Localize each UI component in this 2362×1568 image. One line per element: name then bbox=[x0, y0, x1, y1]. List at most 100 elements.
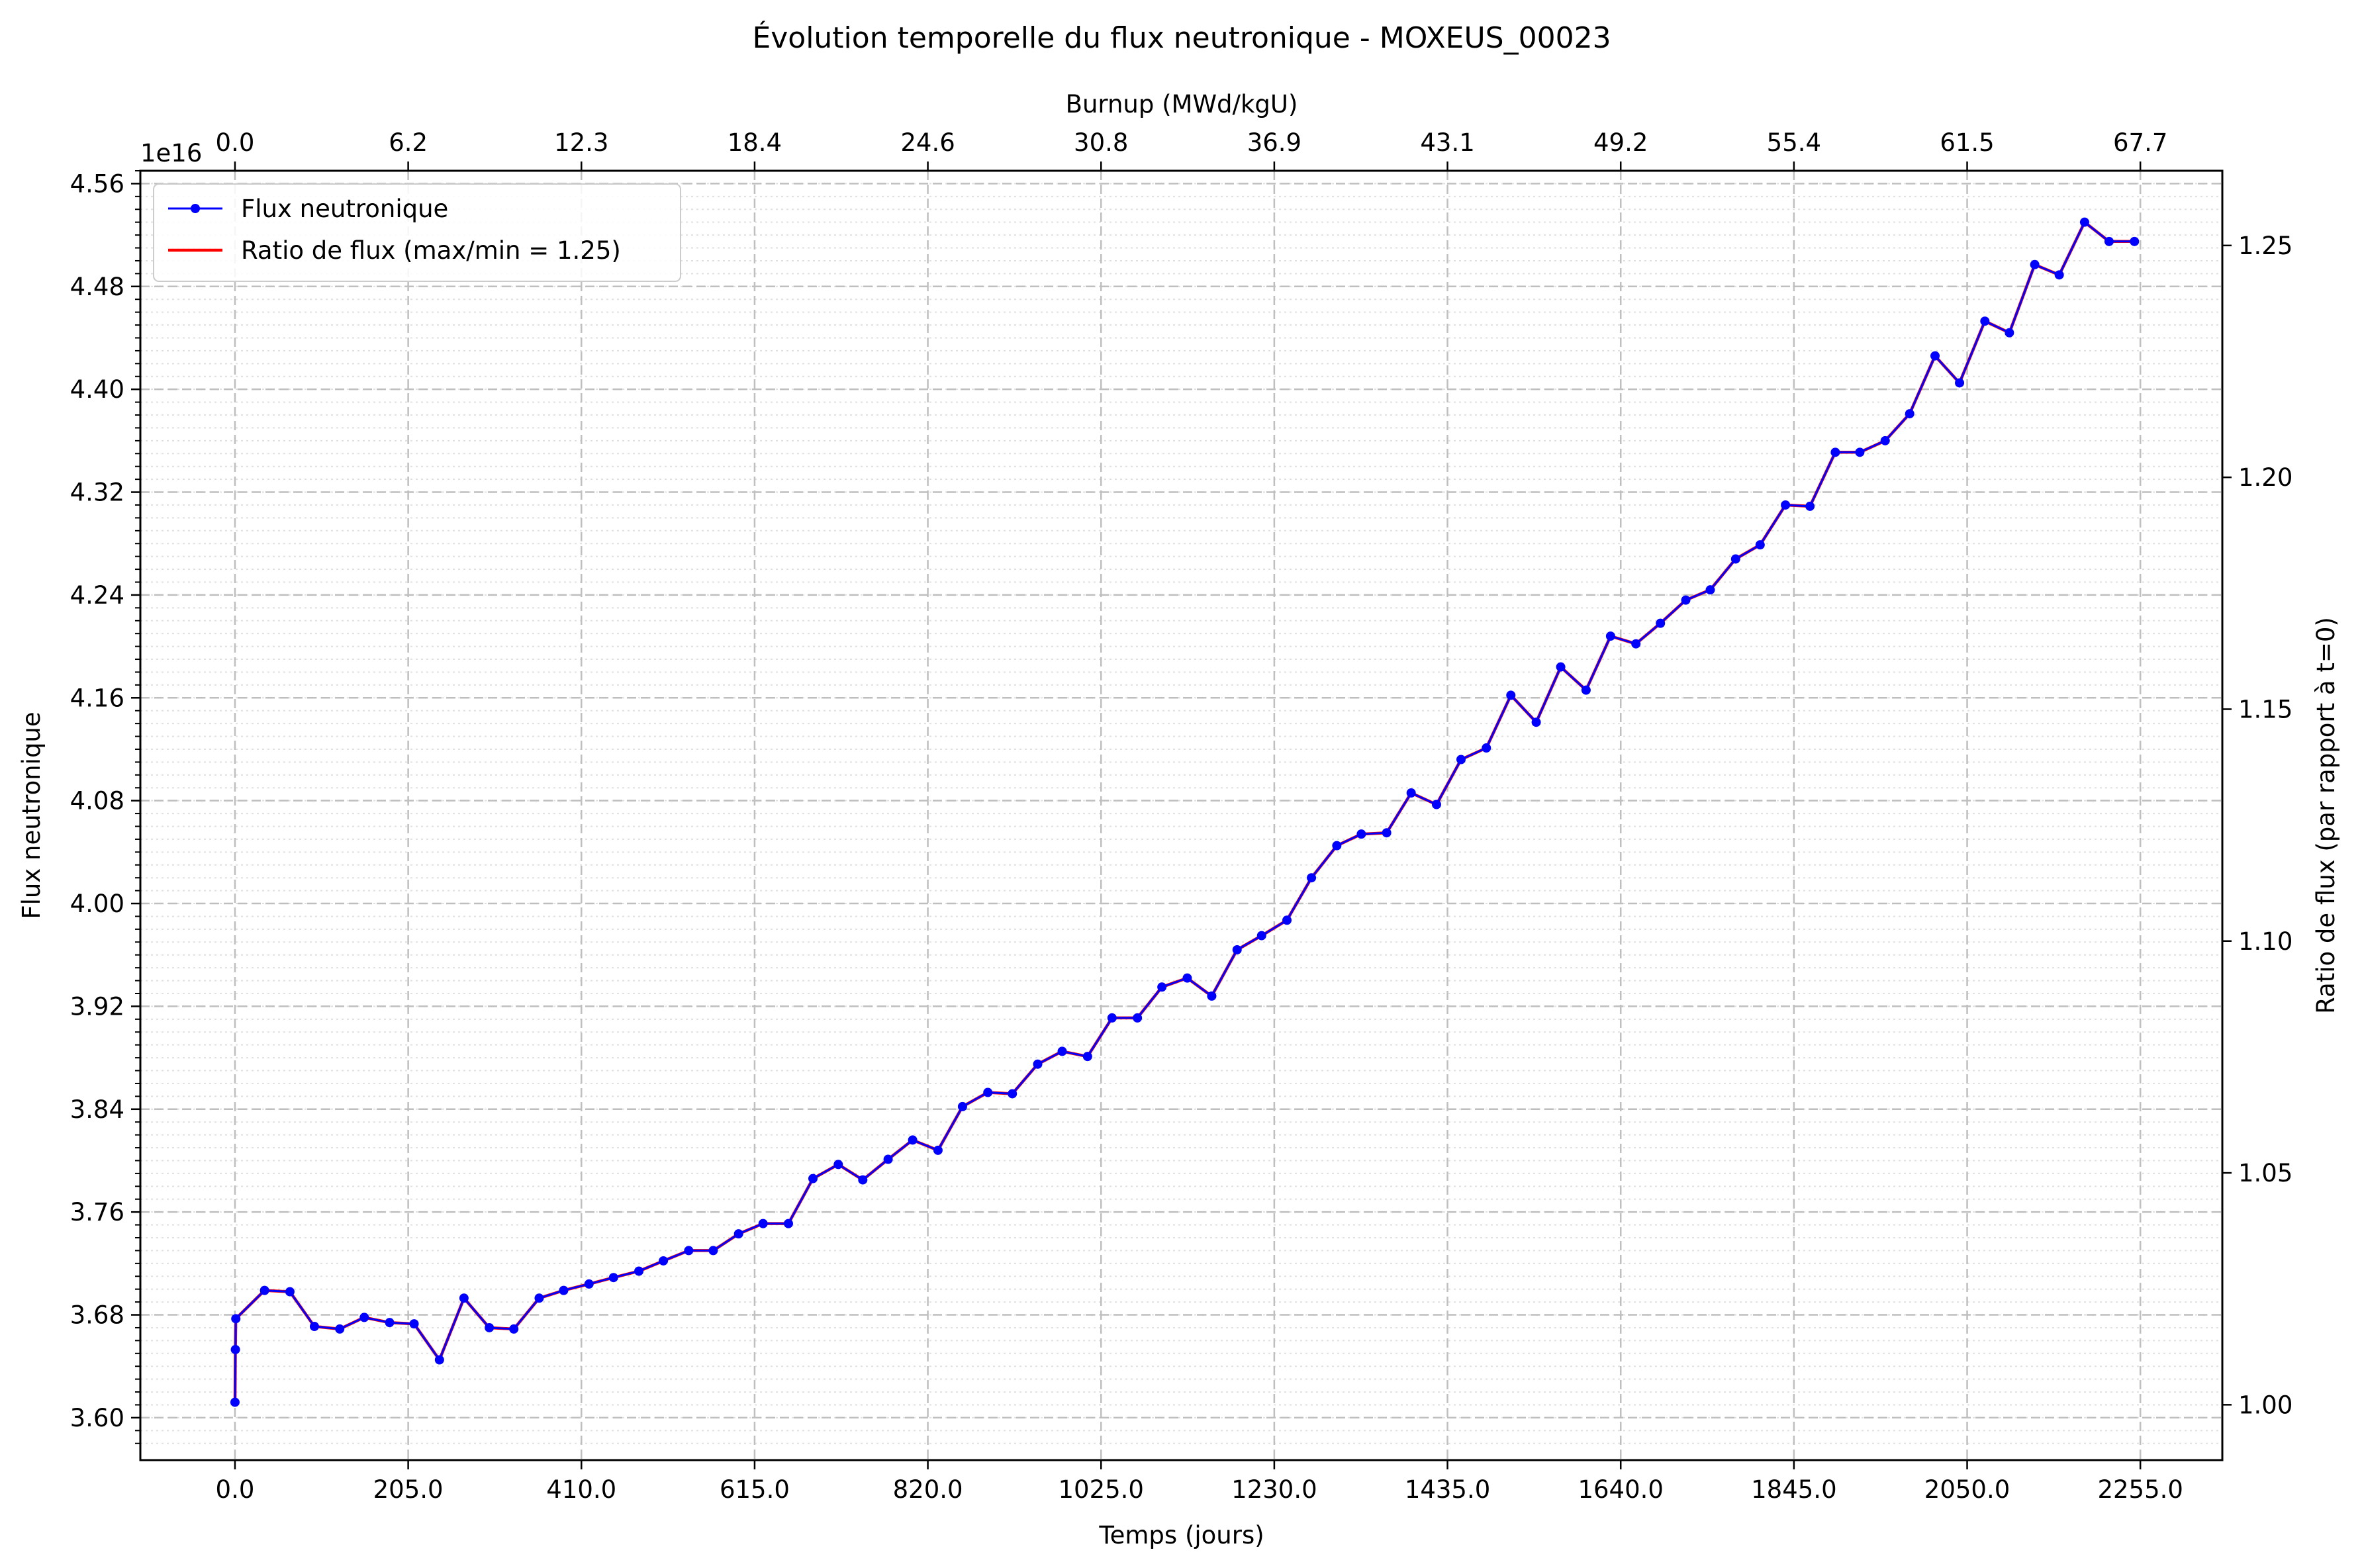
flux-point bbox=[1456, 755, 1466, 764]
y-tick-label: 3.92 bbox=[70, 992, 124, 1021]
top-axis-ticks: 0.0 6.2 12.3 18.4 24.6 30.8 36.9 43.1 49.2 55.4 61… bbox=[216, 128, 2167, 171]
flux-point bbox=[459, 1293, 469, 1303]
top-tick-label: 6.2 bbox=[389, 128, 428, 157]
flux-point bbox=[833, 1160, 843, 1170]
flux-point bbox=[957, 1101, 967, 1111]
flux-point bbox=[1830, 447, 1840, 457]
flux-point bbox=[1082, 1052, 1092, 1062]
flux-point bbox=[1805, 501, 1815, 511]
flux-point bbox=[260, 1285, 269, 1295]
flux-point bbox=[1057, 1046, 1067, 1056]
flux-point bbox=[1905, 409, 1914, 419]
flux-point bbox=[858, 1175, 868, 1185]
top-tick-label: 55.4 bbox=[1767, 128, 1821, 157]
flux-point bbox=[1755, 540, 1765, 550]
plot-frame bbox=[139, 169, 2224, 1461]
chart-title: Évolution temporelle du flux neutronique… bbox=[752, 20, 1611, 55]
flux-point bbox=[309, 1322, 319, 1332]
y-tick-label: 4.08 bbox=[70, 787, 124, 815]
flux-point bbox=[1581, 685, 1591, 695]
flux-point bbox=[1730, 554, 1740, 564]
y2-tick-label: 1.00 bbox=[2238, 1391, 2292, 1419]
flux-point bbox=[1107, 1013, 1117, 1023]
y-tick-label: 3.84 bbox=[70, 1095, 124, 1124]
y2-tick-label: 1.25 bbox=[2238, 232, 2292, 260]
legend-flux-marker bbox=[191, 204, 200, 213]
y-tick-label: 3.60 bbox=[70, 1404, 124, 1432]
x-tick-label: 1640.0 bbox=[1578, 1475, 1663, 1504]
y-tick-label: 4.16 bbox=[70, 684, 124, 712]
y2-tick-label: 1.15 bbox=[2238, 695, 2292, 723]
flux-point bbox=[584, 1279, 594, 1289]
flux-point bbox=[2005, 328, 2014, 338]
y2-tick-label: 1.05 bbox=[2238, 1159, 2292, 1187]
flux-point bbox=[1157, 982, 1167, 992]
flux-point bbox=[908, 1135, 918, 1145]
flux-point bbox=[1930, 351, 1940, 361]
flux-point bbox=[783, 1219, 793, 1228]
top-tick-label: 30.8 bbox=[1074, 128, 1128, 157]
flux-point bbox=[634, 1266, 644, 1276]
flux-point bbox=[1605, 631, 1615, 641]
y2-tick-label: 1.20 bbox=[2238, 463, 2292, 492]
top-tick-label: 24.6 bbox=[900, 128, 955, 157]
flux-point bbox=[2030, 259, 2040, 269]
flux-marker-series bbox=[230, 217, 2140, 1407]
flux-point bbox=[509, 1324, 519, 1334]
grid-minor bbox=[140, 170, 2222, 1444]
flux-point bbox=[230, 1344, 240, 1354]
top-tick-label: 36.9 bbox=[1247, 128, 1301, 157]
flux-point bbox=[2054, 270, 2064, 280]
x-tick-label: 2255.0 bbox=[2097, 1475, 2183, 1504]
flux-point bbox=[1431, 800, 1441, 809]
flux-point bbox=[1406, 788, 1416, 798]
flux-point bbox=[1781, 500, 1791, 510]
flux-point bbox=[1855, 447, 1865, 457]
top-axis-label: Burnup (MWd/kgU) bbox=[1066, 90, 1298, 118]
x-axis-label: Temps (jours) bbox=[1098, 1521, 1264, 1549]
flux-point bbox=[1256, 931, 1266, 941]
x-tick-label: 1845.0 bbox=[1751, 1475, 1836, 1504]
top-tick-label: 0.0 bbox=[216, 128, 255, 157]
flux-point bbox=[758, 1219, 768, 1228]
flux-point bbox=[1282, 915, 1292, 925]
bottom-axis-ticks: 0.0 205.0 410.0 615.0 820.0 1025.0 1230.0 1435.… bbox=[216, 1460, 2183, 1504]
flux-point bbox=[1133, 1013, 1143, 1023]
flux-point bbox=[230, 1397, 240, 1407]
top-tick-label: 12.3 bbox=[554, 128, 608, 157]
x-tick-label: 820.0 bbox=[893, 1475, 963, 1504]
y-tick-label: 4.32 bbox=[70, 479, 124, 507]
x-tick-label: 0.0 bbox=[216, 1475, 255, 1504]
flux-point bbox=[335, 1324, 345, 1334]
flux-point bbox=[1880, 436, 1890, 445]
flux-point bbox=[385, 1318, 395, 1328]
flux-point bbox=[684, 1246, 694, 1256]
flux-point bbox=[1382, 828, 1392, 838]
flux-point bbox=[1207, 991, 1217, 1001]
flux-point bbox=[1307, 873, 1317, 883]
flux-point bbox=[1980, 316, 1990, 326]
flux-point bbox=[1033, 1059, 1043, 1069]
x-tick-label: 1230.0 bbox=[1231, 1475, 1317, 1504]
flux-point bbox=[1556, 662, 1566, 672]
flux-point bbox=[1182, 973, 1192, 983]
flux-point bbox=[933, 1145, 943, 1155]
flux-point bbox=[659, 1256, 669, 1266]
flux-point bbox=[1506, 690, 1516, 700]
x-tick-label: 1025.0 bbox=[1059, 1475, 1144, 1504]
flux-point bbox=[733, 1229, 743, 1239]
top-tick-label: 67.7 bbox=[2113, 128, 2167, 157]
top-tick-label: 43.1 bbox=[1420, 128, 1474, 157]
flux-point bbox=[708, 1246, 718, 1256]
y-tick-label: 4.48 bbox=[70, 273, 124, 301]
y-tick-label: 4.40 bbox=[70, 375, 124, 404]
x-tick-label: 1435.0 bbox=[1405, 1475, 1490, 1504]
flux-point bbox=[434, 1355, 444, 1365]
x-tick-label: 410.0 bbox=[546, 1475, 616, 1504]
flux-point bbox=[1705, 585, 1715, 595]
flux-point bbox=[409, 1319, 419, 1329]
top-tick-label: 18.4 bbox=[728, 128, 782, 157]
flux-point bbox=[1008, 1089, 1017, 1099]
y-axis-label: Flux neutronique bbox=[17, 712, 46, 919]
